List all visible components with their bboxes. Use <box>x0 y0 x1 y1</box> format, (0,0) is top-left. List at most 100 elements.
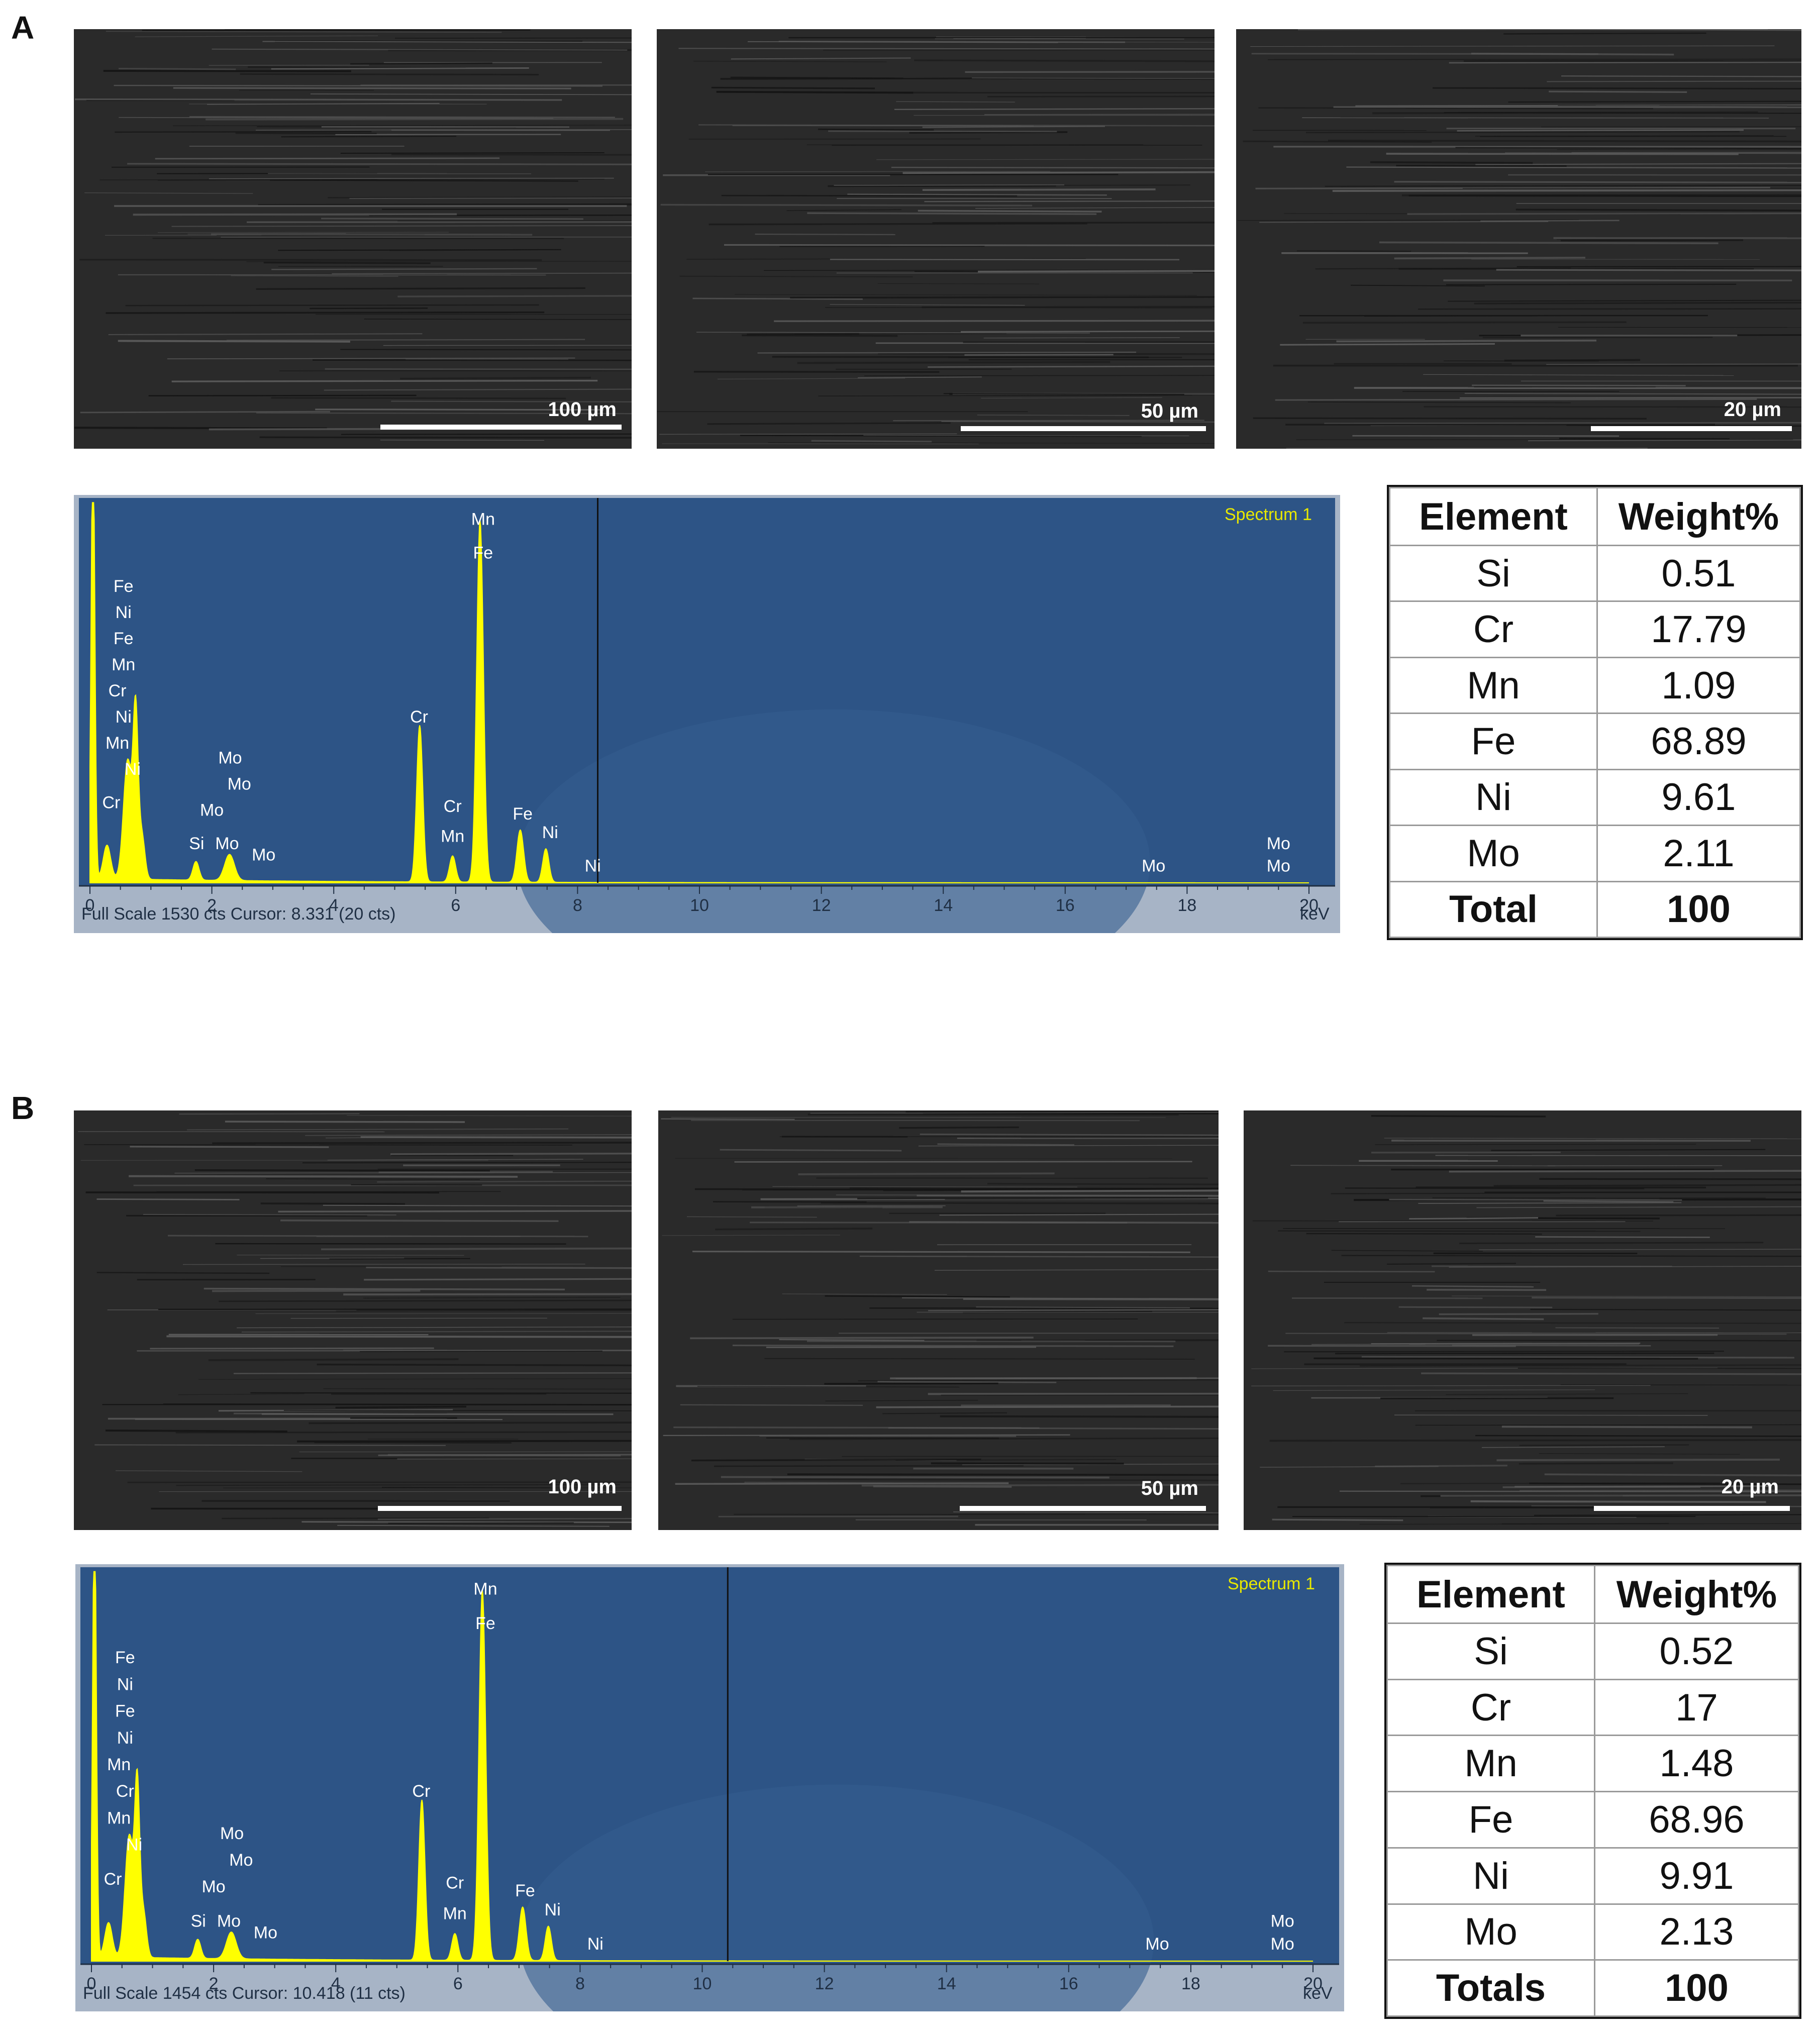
peak-label: Ni <box>117 1675 133 1694</box>
scratch-line <box>212 48 628 51</box>
peak-label: Mo <box>215 834 239 853</box>
scratch-line <box>744 1482 926 1484</box>
scratch-line <box>768 442 1215 444</box>
peak-label: Mn <box>112 655 135 674</box>
scratch-line <box>1472 384 1686 387</box>
peak-label: Mo <box>220 1824 244 1843</box>
x-tick-label: 10 <box>693 1974 712 1993</box>
scratch-line <box>173 125 632 126</box>
scratch-line <box>1275 398 1757 401</box>
scratch-line <box>1302 321 1627 324</box>
weight-cell: 1.48 <box>1594 1735 1799 1793</box>
scratch-line <box>1394 181 1801 183</box>
sem-texture <box>657 36 1215 445</box>
scale-label: 50 µm <box>1141 400 1198 422</box>
sem-texture <box>661 1110 1219 1526</box>
scratch-line <box>818 128 934 131</box>
scratch-line <box>1284 1350 1724 1353</box>
scale-label: 20 µm <box>1724 398 1781 421</box>
scale-bar <box>378 1506 622 1511</box>
scratch-line <box>391 1154 514 1156</box>
element-cell: Mo <box>1389 825 1598 882</box>
spectrum-title: Spectrum 1 <box>1228 1574 1315 1593</box>
scratch-line <box>260 1258 405 1259</box>
scratch-line <box>1308 401 1571 403</box>
scratch-line <box>1331 1192 1560 1194</box>
scratch-line <box>922 125 1105 128</box>
scratch-line <box>864 375 1215 376</box>
panel-label-b: B <box>11 1090 35 1126</box>
scratch-line <box>129 1175 518 1178</box>
scratch-line <box>179 1113 360 1114</box>
sem-image-b-2: 50 µm <box>658 1110 1219 1530</box>
peak-label: Mo <box>1267 857 1290 876</box>
peak-label: Ni <box>545 1900 561 1919</box>
scratch-line <box>1290 1165 1556 1167</box>
column-header: Element <box>1389 487 1598 546</box>
spectrum-unit: keV <box>1300 904 1330 924</box>
scratch-line <box>663 1434 1070 1437</box>
scratch-line <box>977 415 1130 416</box>
scratch-line <box>920 1133 1219 1136</box>
column-header: Element <box>1386 1565 1595 1624</box>
scratch-line <box>963 1298 1219 1300</box>
panel-label-a: A <box>11 10 35 46</box>
weight-cell: 68.89 <box>1596 713 1801 770</box>
scratch-line <box>237 1327 632 1329</box>
x-tick-label: 4 <box>331 1974 341 1993</box>
scratch-line <box>1446 1393 1688 1395</box>
scratch-line <box>219 1299 632 1302</box>
scratch-line <box>734 1513 1219 1515</box>
table-row: Mo 2.13 <box>1386 1903 1799 1961</box>
x-tick-label: 8 <box>575 1974 585 1993</box>
scratch-line <box>928 365 1215 368</box>
weight-cell: 17.79 <box>1596 600 1801 658</box>
sem-image-b-1: 100 µm <box>74 1110 632 1530</box>
scratch-line <box>742 334 898 337</box>
scratch-line <box>1325 185 1801 187</box>
scratch-line <box>810 1111 1219 1114</box>
scratch-line <box>143 1213 396 1216</box>
scratch-line <box>1328 139 1801 143</box>
scratch-line <box>1269 1439 1801 1442</box>
scratch-line <box>679 275 913 277</box>
scratch-line <box>321 1247 632 1251</box>
peak-label: Ni <box>126 1836 142 1855</box>
scratch-line <box>661 1118 795 1120</box>
peak-label: Cr <box>103 793 121 813</box>
scratch-line <box>694 1188 1059 1191</box>
sem-image-a-1: 100 µm <box>74 29 632 449</box>
scratch-line <box>204 1287 565 1291</box>
scratch-line <box>1460 397 1801 399</box>
table-row: Ni 9.61 <box>1389 768 1801 827</box>
scratch-line <box>1519 1462 1673 1465</box>
scratch-line <box>790 296 1215 299</box>
scratch-line <box>302 1162 632 1164</box>
scratch-line <box>1268 58 1801 60</box>
x-tick-label: 16 <box>1059 1974 1078 1993</box>
scratch-line <box>148 394 417 396</box>
total-label: Total <box>1389 880 1598 939</box>
scratch-line <box>206 118 624 121</box>
scratch-line <box>1543 1200 1674 1203</box>
table-row: Si 0.52 <box>1386 1622 1799 1680</box>
scratch-line <box>830 304 1025 306</box>
scratch-line <box>772 1186 1078 1187</box>
scratch-line <box>1479 1249 1801 1250</box>
scratch-line <box>380 440 544 441</box>
scratch-line <box>337 1525 610 1527</box>
scratch-line <box>1544 1473 1801 1476</box>
scratch-line <box>696 332 1090 334</box>
peak-label: Ni <box>117 1729 133 1748</box>
element-cell: Ni <box>1389 768 1598 827</box>
scratch-line <box>1560 239 1744 242</box>
scratch-line <box>1272 1518 1403 1521</box>
scratch-line <box>686 1216 817 1218</box>
scratch-line <box>1455 147 1801 149</box>
scale-label: 50 µm <box>1141 1477 1198 1499</box>
table-row: Fe 68.96 <box>1386 1791 1799 1849</box>
scratch-line <box>327 1159 583 1161</box>
scratch-line <box>171 379 598 382</box>
scratch-line <box>830 258 1180 261</box>
scratch-line <box>787 1473 1219 1476</box>
